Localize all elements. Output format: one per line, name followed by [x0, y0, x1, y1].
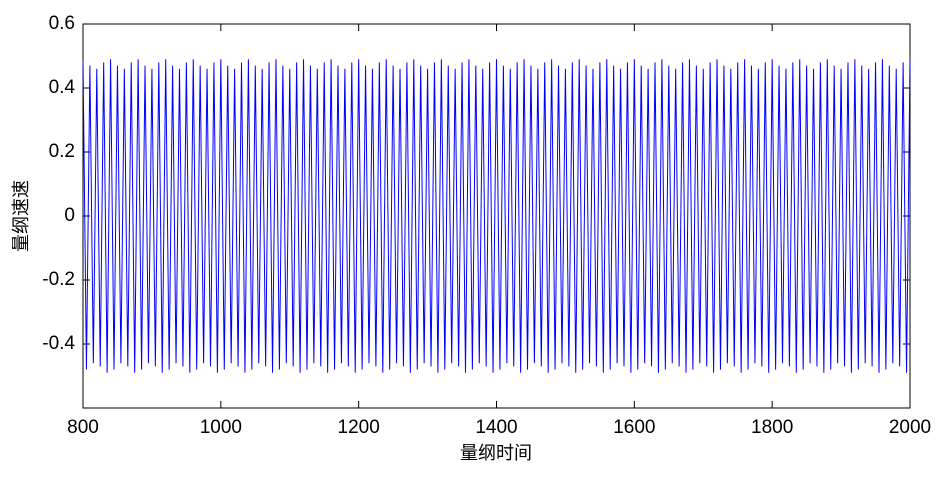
x-tick-label: 1400	[475, 417, 517, 438]
y-axis-label: 量纲速速	[11, 180, 32, 252]
x-tick-label: 800	[67, 417, 99, 438]
y-tick-label: 0.2	[49, 141, 75, 162]
y-tick-label: 0.6	[49, 13, 75, 34]
y-tick-label: 0.4	[49, 77, 76, 98]
x-tick-label: 1200	[338, 417, 380, 438]
data-line	[82, 59, 911, 373]
x-axis-label: 量纲时间	[460, 443, 532, 464]
x-tick-label: 2000	[889, 417, 931, 438]
y-tick-label: -0.2	[42, 269, 75, 290]
y-tick-label: 0	[64, 205, 75, 226]
x-tick-label: 1800	[751, 417, 793, 438]
y-tick-label: -0.4	[42, 333, 75, 354]
x-tick-label: 1000	[200, 417, 242, 438]
x-tick-label: 1600	[613, 417, 655, 438]
